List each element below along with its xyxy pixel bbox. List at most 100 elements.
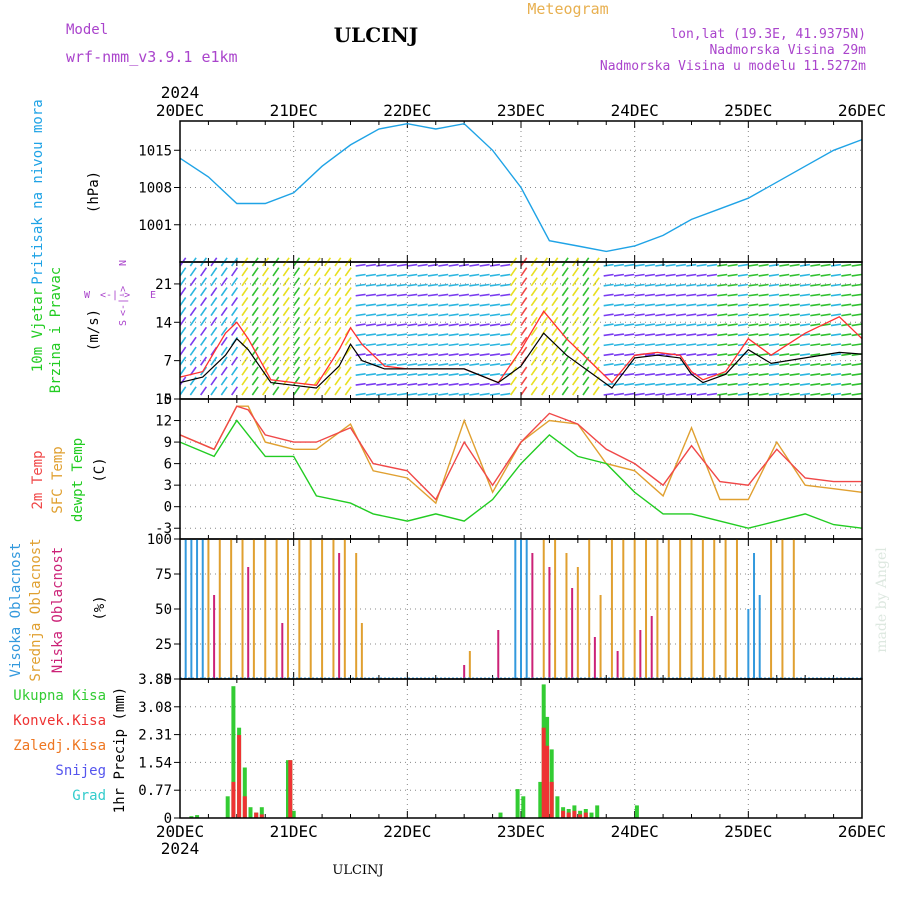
wind-barb [768, 392, 780, 396]
wind-barb [779, 392, 790, 396]
wind-barb [355, 373, 366, 376]
total-precip-bar [538, 781, 543, 818]
wind-barb [427, 343, 439, 347]
wind-barb [417, 363, 428, 367]
wind-barb [768, 293, 780, 297]
wind-barb [530, 356, 538, 366]
wind-barb [272, 316, 280, 326]
wind-barb [789, 353, 800, 357]
wind-barb [717, 263, 728, 267]
wind-barb [541, 316, 549, 326]
wind-barb [407, 293, 418, 297]
wind-barb [189, 336, 197, 346]
wind-barb [479, 343, 490, 347]
wind-barb [644, 382, 656, 386]
wind-barb [438, 333, 449, 337]
wind-barb [561, 297, 569, 307]
wind-barb [510, 346, 518, 356]
wind-barb [644, 353, 656, 357]
page-title: ULCINJ [334, 23, 419, 47]
wind-barb [251, 287, 259, 297]
wind-barb [458, 323, 470, 327]
x-tick-label: 26DEC [838, 101, 886, 120]
convective-precip-bar [231, 781, 236, 818]
wind-barb [365, 382, 377, 386]
temp-axis-title-3: dewpt Temp [70, 438, 86, 522]
wind-barb [417, 333, 428, 337]
wind-barb [386, 373, 397, 376]
wind-barb [210, 376, 218, 386]
legend-total-rain: Ukupna Kisa [13, 688, 106, 704]
wind-barb [779, 273, 790, 277]
wind-barb [407, 392, 418, 396]
wind-barb [727, 303, 738, 307]
wind-barb [210, 277, 218, 287]
wind-barb [655, 392, 666, 396]
wind-barb [344, 297, 352, 307]
wind-barb [768, 343, 780, 347]
wind-barb [189, 297, 197, 307]
wind-barb [489, 323, 501, 327]
wind-barb [830, 313, 842, 317]
wind-barb [603, 382, 614, 386]
wind-barb [189, 316, 197, 326]
wind-barb [365, 343, 377, 347]
wind-barb [851, 382, 862, 386]
wind-barb [810, 392, 821, 396]
wind-barb [500, 283, 511, 287]
wind-barb [386, 283, 397, 287]
wind-barb [696, 373, 707, 376]
wind-barb [789, 363, 800, 367]
wind-barb [758, 263, 769, 267]
wind-barb [344, 306, 352, 317]
wind-barb [458, 303, 470, 307]
pressure-line [179, 122, 863, 253]
wind-barb [686, 313, 697, 317]
temp-axis-title-1: 2m Temp [30, 450, 46, 509]
wind-barb [500, 273, 511, 277]
wind-barb [272, 346, 280, 356]
wind-barb [582, 326, 590, 336]
wind-barb [355, 283, 366, 287]
wind-barb [386, 343, 397, 347]
wind-barb [758, 373, 769, 376]
wind-barb [303, 277, 311, 287]
wind-barb [293, 267, 301, 277]
wind-barb [582, 346, 590, 356]
wind-barb [737, 392, 749, 396]
wind-barb [200, 267, 208, 277]
wind-barb [220, 316, 228, 326]
wind-barb [469, 293, 480, 297]
y-tick-label: 3.85 [138, 672, 172, 688]
wind-barb [313, 297, 321, 307]
wind-barb [789, 323, 800, 327]
wind-barb [344, 316, 352, 326]
wind-barb [758, 323, 769, 327]
wind-barb [851, 333, 862, 337]
wind-barb [841, 382, 852, 386]
wind-barb [510, 386, 518, 396]
y-tick-label: 2.31 [138, 728, 172, 744]
wind-barb [189, 386, 197, 396]
wind-barb [376, 353, 387, 357]
wind-barb [779, 373, 790, 376]
wind-barb [758, 363, 769, 367]
wind-barb [779, 382, 790, 386]
wind-barb [293, 346, 301, 356]
wind-barb [655, 373, 666, 376]
wind-barb [231, 287, 239, 297]
wind-barb [458, 363, 470, 367]
wind-barb [179, 326, 187, 336]
wind-barb [624, 293, 635, 297]
product-title: Meteogram [527, 0, 608, 18]
wind-barb [572, 336, 580, 346]
wind-barb [179, 346, 187, 356]
pressure-axis-title: Pritisak na nivou mora [30, 99, 46, 284]
wind-barb [417, 343, 428, 347]
wind-barb [572, 287, 580, 297]
wind-barb [407, 263, 418, 267]
elevation-text: Nadmorska Visina 29m [709, 43, 866, 58]
wind-barb [407, 363, 418, 367]
wind-barb [748, 303, 759, 307]
wind-barb [376, 323, 387, 327]
